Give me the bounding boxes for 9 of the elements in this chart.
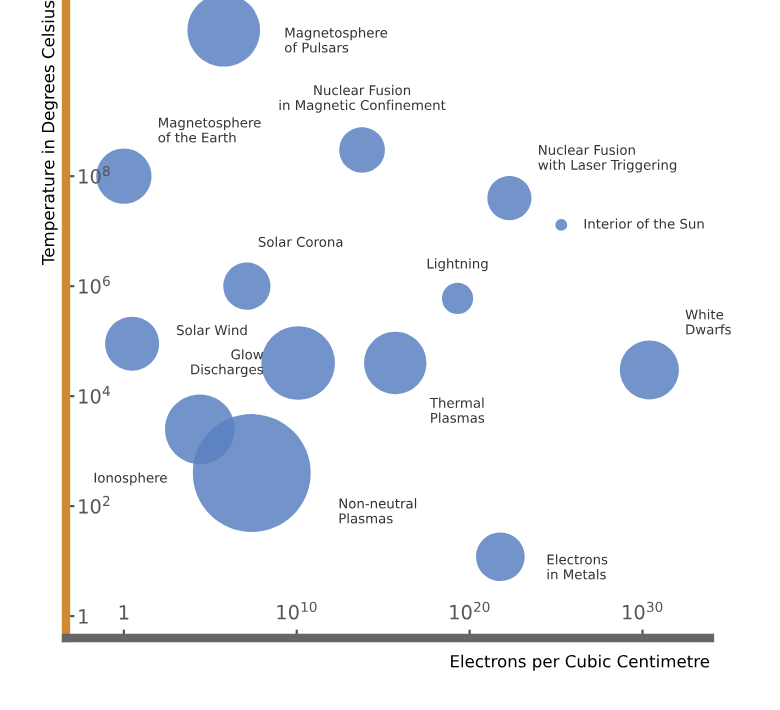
- y-tick-label: 10$^{6}$: [79, 275, 110, 294]
- y-tick-label: 10$^{2}$: [79, 495, 110, 514]
- x-tick-label: 10$^{20}$: [450, 601, 490, 620]
- x-tick-label: 1: [119, 605, 129, 620]
- y-axis-title: Temperature in Degrees Celsius: [41, 0, 58, 266]
- x-tick-label: 10$^{30}$: [623, 601, 663, 620]
- x-tick-label: 10$^{10}$: [277, 601, 317, 620]
- y-tick-label: 10$^{4}$: [79, 386, 110, 404]
- x-axis-title: Electrons per Cubic Centimetre: [451, 654, 710, 671]
